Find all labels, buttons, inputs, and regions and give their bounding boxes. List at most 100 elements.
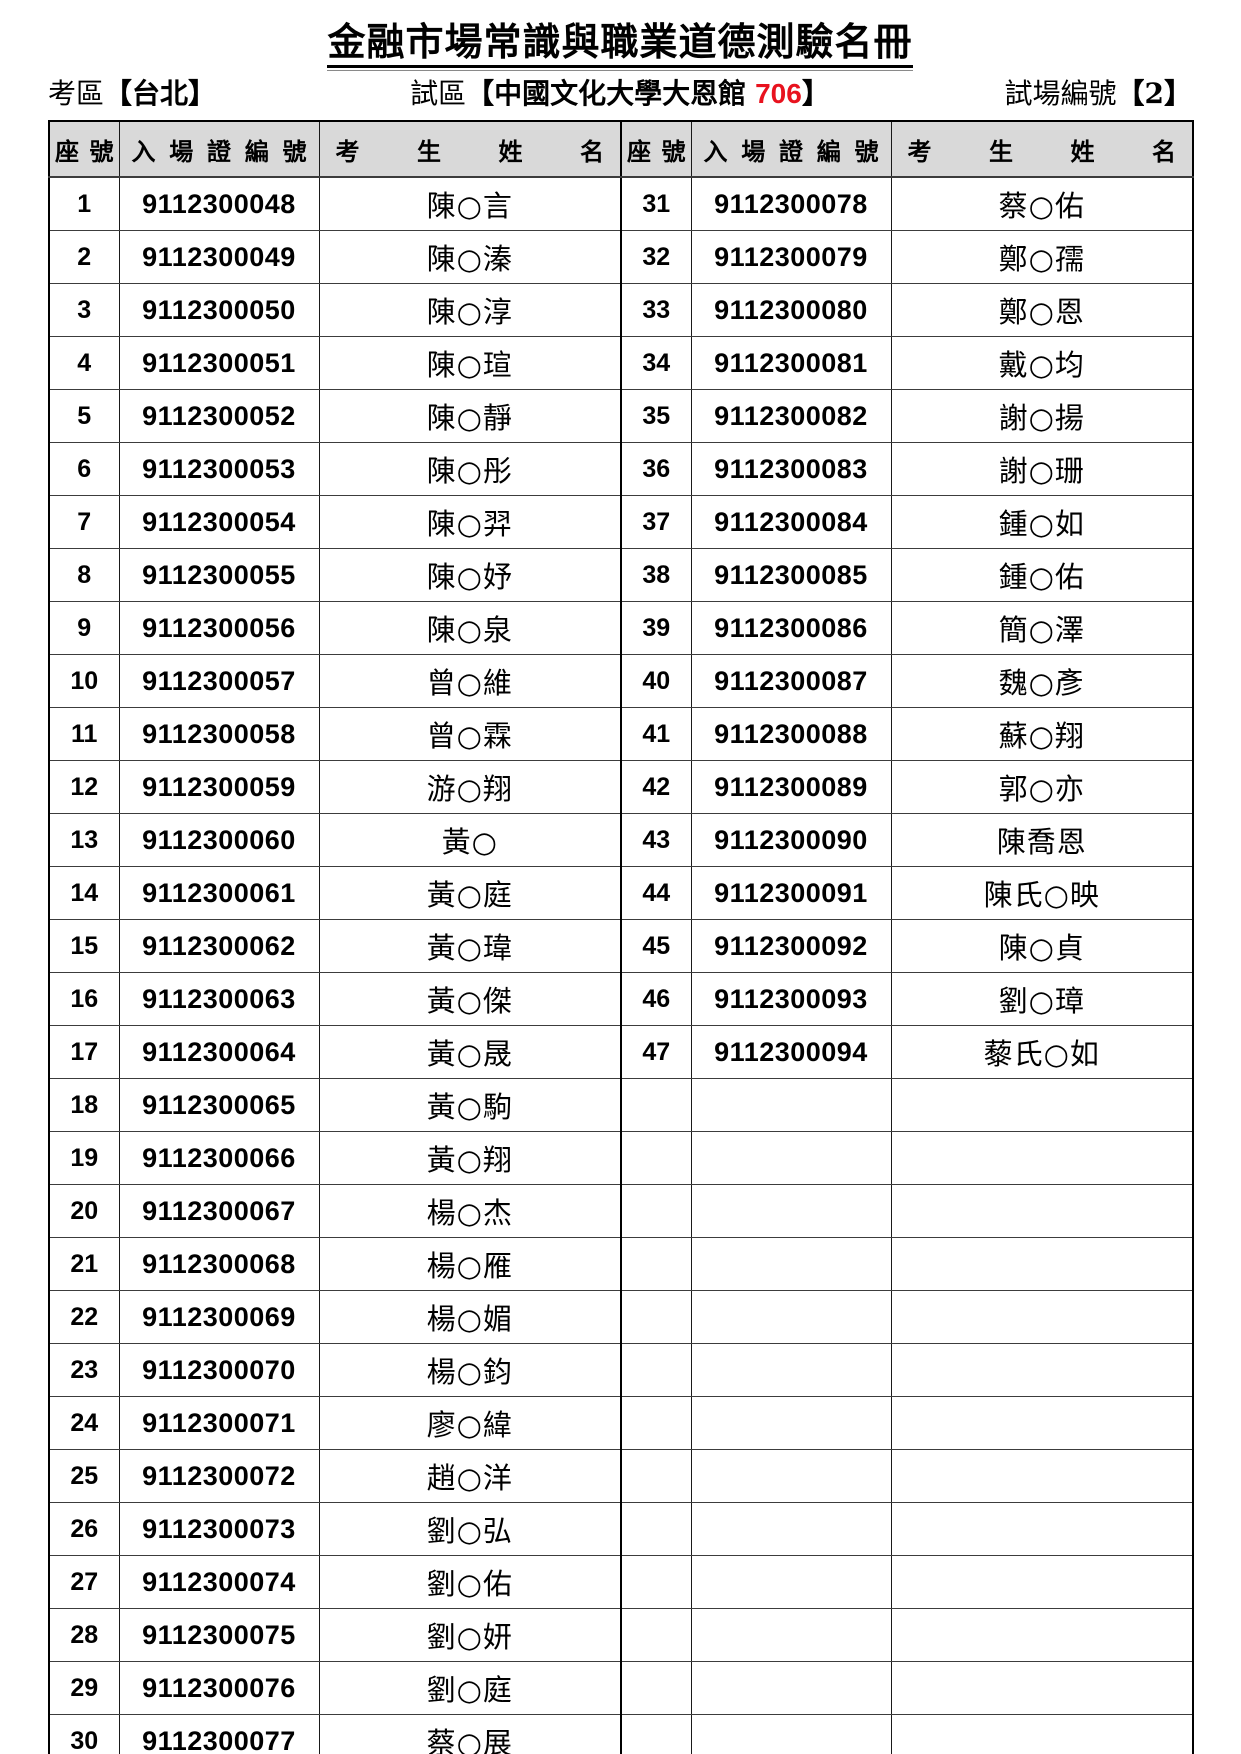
name-cell: 陳○靜 <box>318 389 622 444</box>
room-number-label: 試場編號 <box>1004 76 1117 110</box>
ticket-cell: 9112300079 <box>690 230 892 285</box>
table-row: 1 9112300048 陳○言 31 9112300078 蔡○佑 <box>48 176 1194 232</box>
name-cell: 黃○晟 <box>318 1025 622 1080</box>
table-row: 29 9112300076 劉○庭 <box>48 1661 1194 1716</box>
name-cell <box>890 1237 1194 1292</box>
name-header-left: 考生姓名 <box>318 120 622 179</box>
seat-cell: 24 <box>48 1396 120 1451</box>
ticket-cell <box>690 1502 892 1557</box>
name-cell: 黃○傑 <box>318 972 622 1027</box>
seat-cell: 31 <box>620 176 692 232</box>
table-row: 15 9112300062 黃○瑋 45 9112300092 陳○貞 <box>48 919 1194 974</box>
name-cell <box>890 1608 1194 1663</box>
table-row: 11 9112300058 曾○霖 41 9112300088 蘇○翔 <box>48 707 1194 762</box>
ticket-cell: 9112300081 <box>690 336 892 391</box>
name-cell <box>890 1078 1194 1133</box>
name-cell: 陳喬恩 <box>890 813 1194 868</box>
ticket-cell: 9112300087 <box>690 654 892 709</box>
ticket-cell <box>690 1343 892 1398</box>
exam-area-label: 考區 <box>48 76 105 110</box>
seat-cell: 16 <box>48 972 120 1027</box>
seat-cell: 7 <box>48 495 120 550</box>
seat-cell: 12 <box>48 760 120 815</box>
name-cell <box>890 1714 1194 1754</box>
ticket-cell: 9112300067 <box>118 1184 320 1239</box>
ticket-cell: 9112300066 <box>118 1131 320 1186</box>
ticket-cell <box>690 1555 892 1610</box>
name-cell: 謝○珊 <box>890 442 1194 497</box>
ticket-cell <box>690 1396 892 1451</box>
ticket-cell: 9112300060 <box>118 813 320 868</box>
name-cell: 楊○杰 <box>318 1184 622 1239</box>
name-cell: 陳○淳 <box>318 283 622 338</box>
seat-cell: 32 <box>620 230 692 285</box>
seat-cell: 4 <box>48 336 120 391</box>
name-cell: 蔡○佑 <box>890 176 1194 232</box>
seat-cell: 8 <box>48 548 120 603</box>
seat-cell: 44 <box>620 866 692 921</box>
seat-cell: 45 <box>620 919 692 974</box>
name-cell: 陳○泉 <box>318 601 622 656</box>
name-cell: 鍾○佑 <box>890 548 1194 603</box>
seat-cell: 25 <box>48 1449 120 1504</box>
ticket-cell <box>690 1608 892 1663</box>
seat-cell: 18 <box>48 1078 120 1133</box>
name-cell: 陳○貞 <box>890 919 1194 974</box>
ticket-cell: 9112300091 <box>690 866 892 921</box>
name-cell <box>890 1184 1194 1239</box>
name-cell: 陳○瑄 <box>318 336 622 391</box>
name-cell: 陳○彤 <box>318 442 622 497</box>
seat-cell <box>620 1449 692 1504</box>
name-cell: 謝○揚 <box>890 389 1194 444</box>
ticket-cell: 9112300057 <box>118 654 320 709</box>
seat-cell: 11 <box>48 707 120 762</box>
ticket-cell: 9112300050 <box>118 283 320 338</box>
name-cell: 楊○鈞 <box>318 1343 622 1398</box>
ticket-cell: 9112300090 <box>690 813 892 868</box>
name-cell: 鍾○如 <box>890 495 1194 550</box>
roster-table: 座號 入場證編號 考生姓名 座號 入場證編號 考生姓名 <box>48 120 1194 1754</box>
room-number: 試場編號【2】 <box>1005 77 1193 111</box>
seat-cell: 47 <box>620 1025 692 1080</box>
seat-cell: 35 <box>620 389 692 444</box>
ticket-cell: 9112300055 <box>118 548 320 603</box>
name-cell: 藜氏○如 <box>890 1025 1194 1080</box>
seat-cell: 22 <box>48 1290 120 1345</box>
name-cell <box>890 1343 1194 1398</box>
name-cell: 曾○維 <box>318 654 622 709</box>
seat-cell: 29 <box>48 1661 120 1716</box>
name-cell <box>890 1555 1194 1610</box>
name-cell <box>890 1396 1194 1451</box>
name-cell: 黃○翔 <box>318 1131 622 1186</box>
name-cell <box>890 1661 1194 1716</box>
seat-cell: 36 <box>620 442 692 497</box>
seat-cell: 15 <box>48 919 120 974</box>
seat-cell <box>620 1078 692 1133</box>
name-cell: 蔡○展 <box>318 1714 622 1754</box>
ticket-cell: 9112300089 <box>690 760 892 815</box>
ticket-cell <box>690 1661 892 1716</box>
ticket-cell: 9112300088 <box>690 707 892 762</box>
table-row: 17 9112300064 黃○晟 47 9112300094 藜氏○如 <box>48 1025 1194 1080</box>
ticket-header-left: 入場證編號 <box>118 120 320 179</box>
name-cell: 魏○彥 <box>890 654 1194 709</box>
ticket-cell: 9112300093 <box>690 972 892 1027</box>
ticket-cell: 9112300084 <box>690 495 892 550</box>
seat-cell: 21 <box>48 1237 120 1292</box>
name-cell: 黃○駒 <box>318 1078 622 1133</box>
name-cell: 黃○庭 <box>318 866 622 921</box>
seat-cell: 19 <box>48 1131 120 1186</box>
table-row: 25 9112300072 趙○洋 <box>48 1449 1194 1504</box>
exam-site-value-prefix: 【中國文化大學大恩館 <box>466 76 747 110</box>
ticket-cell: 9112300082 <box>690 389 892 444</box>
name-cell: 陳○溱 <box>318 230 622 285</box>
name-cell: 楊○媚 <box>318 1290 622 1345</box>
seat-cell <box>620 1608 692 1663</box>
table-row: 19 9112300066 黃○翔 <box>48 1131 1194 1186</box>
name-cell: 劉○弘 <box>318 1502 622 1557</box>
ticket-cell: 9112300094 <box>690 1025 892 1080</box>
table-row: 20 9112300067 楊○杰 <box>48 1184 1194 1239</box>
seat-cell: 40 <box>620 654 692 709</box>
table-row: 9 9112300056 陳○泉 39 9112300086 簡○澤 <box>48 601 1194 656</box>
